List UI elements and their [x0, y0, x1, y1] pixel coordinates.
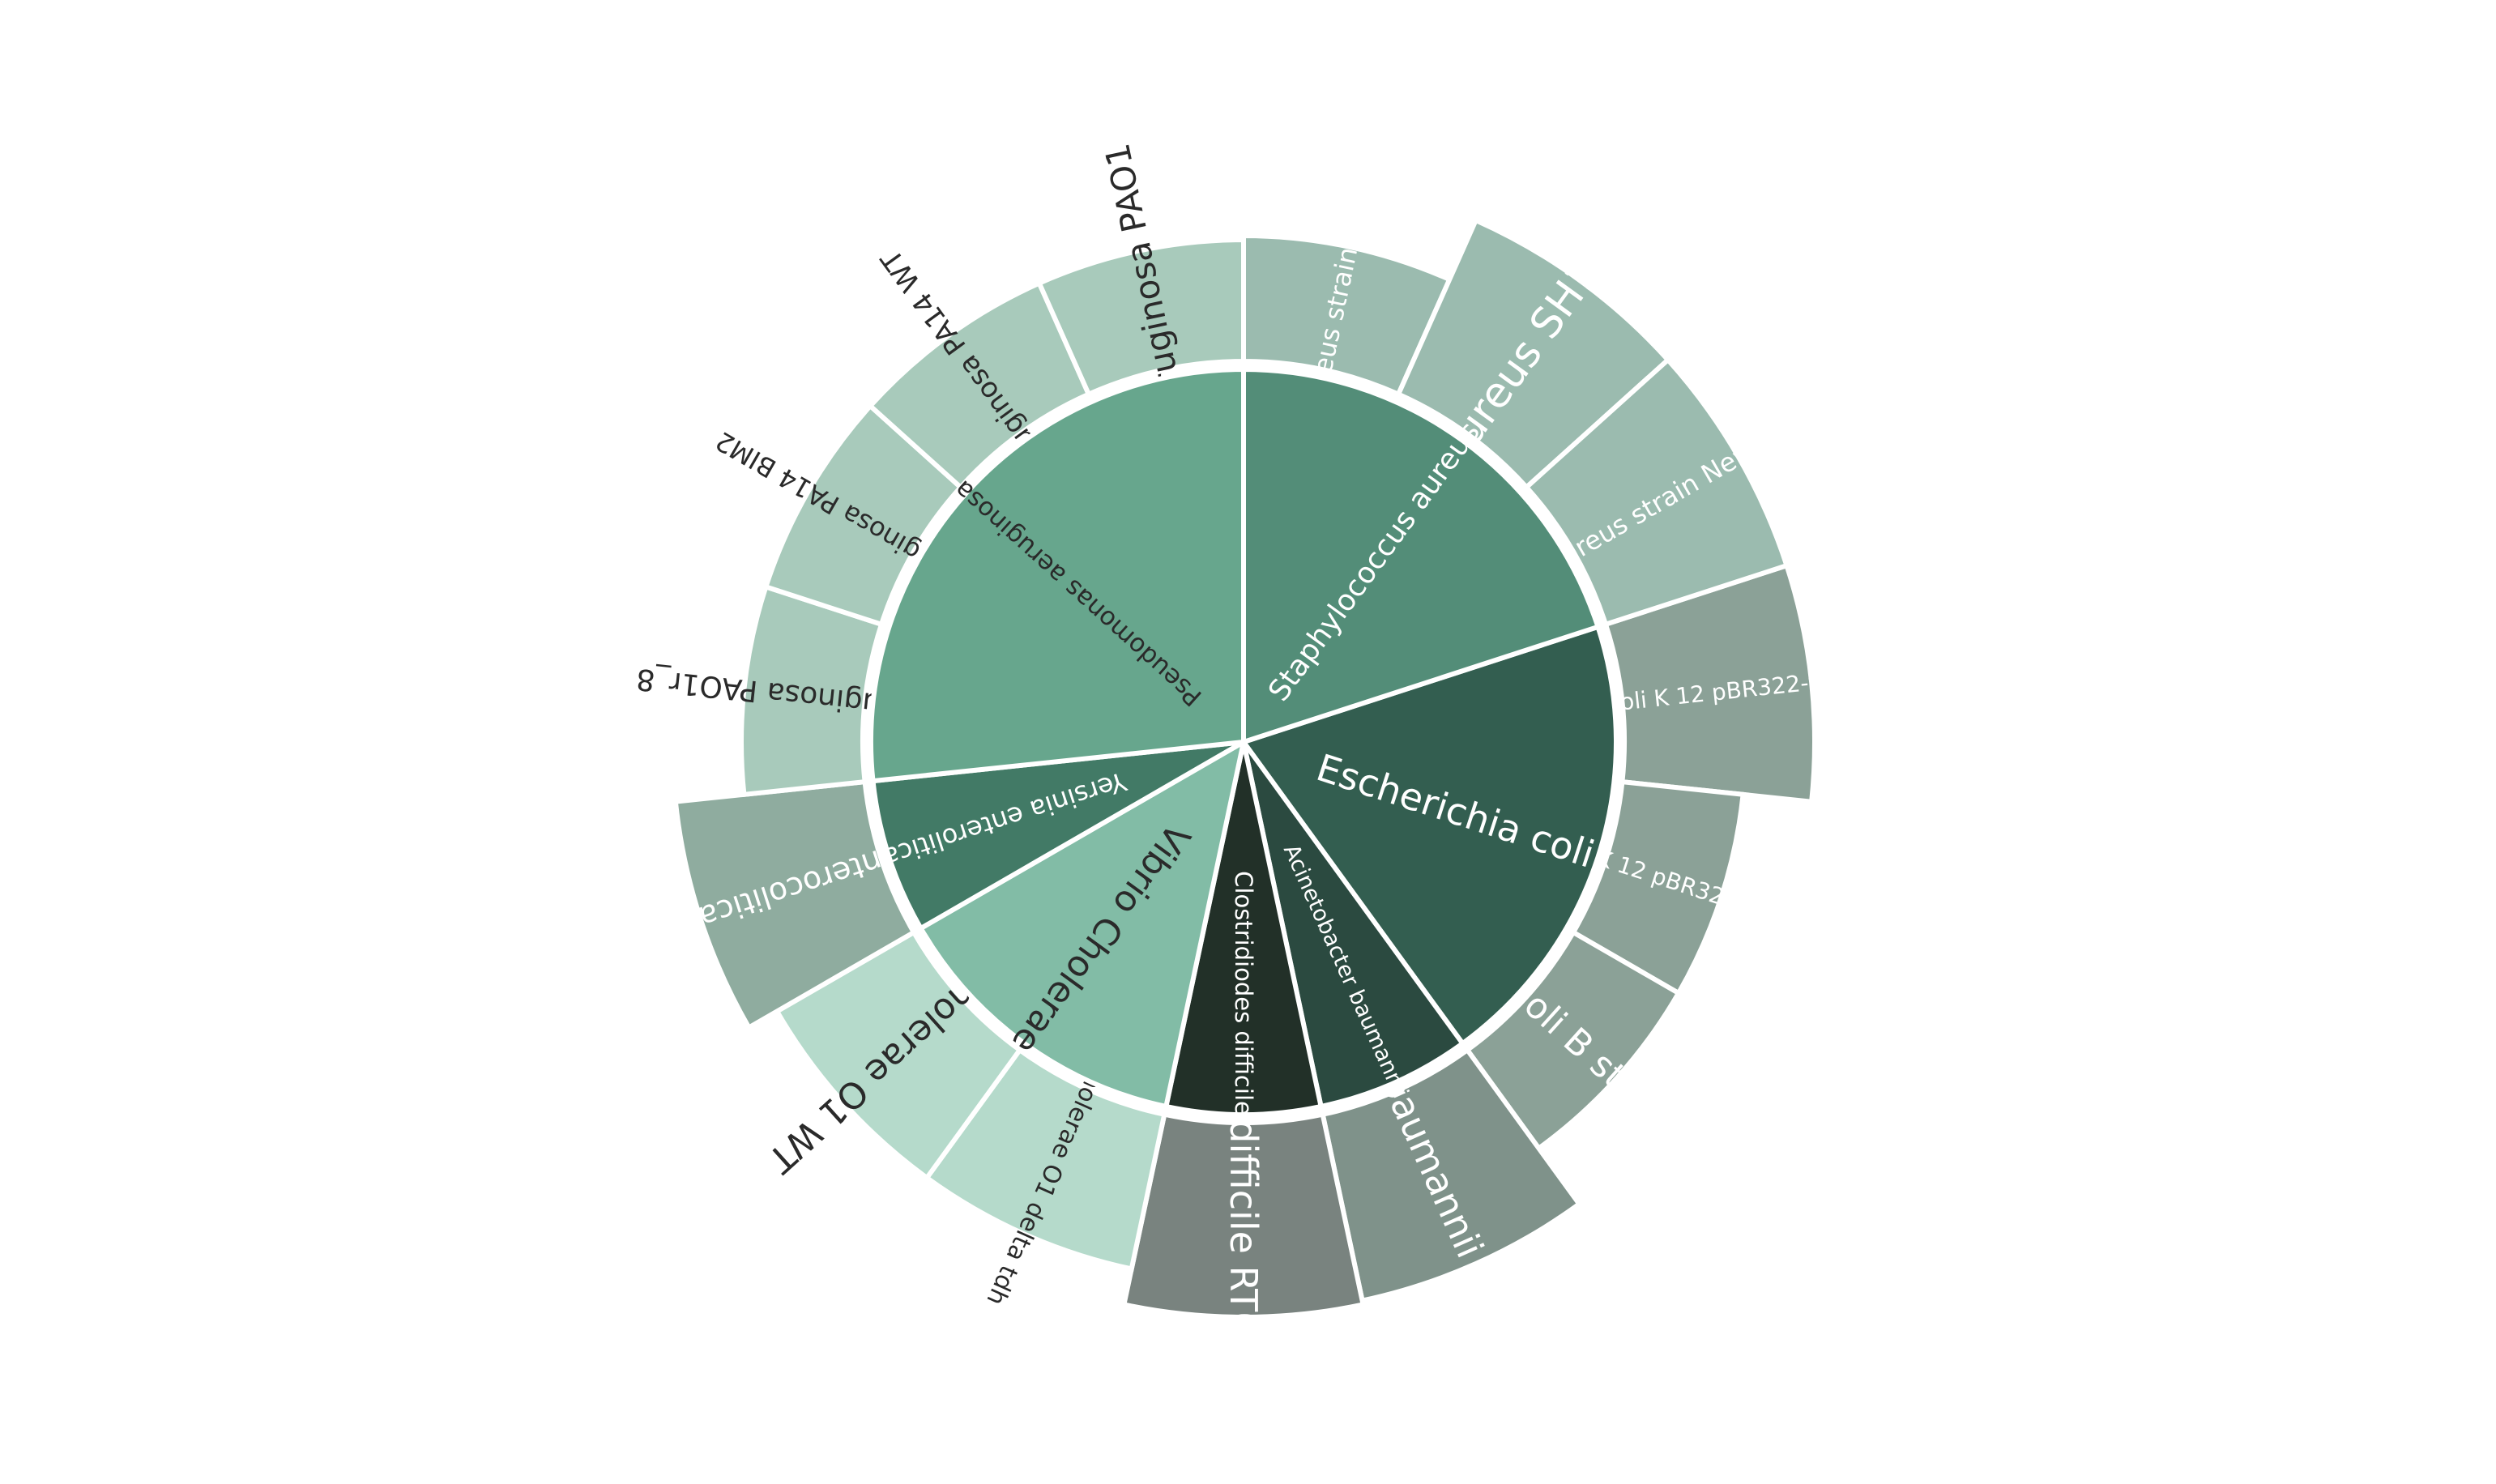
inner-segment-acinetobacter-baumannii[interactable]	[1241, 740, 1466, 1110]
inner-label-clostridiodes-difficile: Clostridiodes difficile	[1230, 871, 1257, 1115]
outer-segment-c-difficile-rt078[interactable]	[1120, 1111, 1367, 1320]
outer-segment-s-aureus-strain-newman[interactable]	[1523, 356, 1790, 628]
outer-segment-y-enterocolitica-o-3[interactable]	[672, 778, 918, 1031]
inner-segment-yersinia-enterolitica[interactable]	[870, 740, 1245, 932]
outer-segment-e-coli-k-12-pbr322-toxin[interactable]	[1602, 562, 1817, 804]
outer-label-c-difficile-rt078: C. difficile RT078	[1222, 1070, 1265, 1383]
inner-segment-vibrio-cholerae[interactable]	[917, 737, 1248, 1110]
inner-segment-clostridiodes-difficile[interactable]	[1163, 741, 1325, 1117]
inner-segment-escherichia-coli[interactable]	[1239, 624, 1619, 1047]
inner-segment-staphylococcus-aureus[interactable]	[1241, 366, 1602, 746]
inner-segment-pseudomonas-aeruginosa[interactable]	[868, 366, 1246, 784]
